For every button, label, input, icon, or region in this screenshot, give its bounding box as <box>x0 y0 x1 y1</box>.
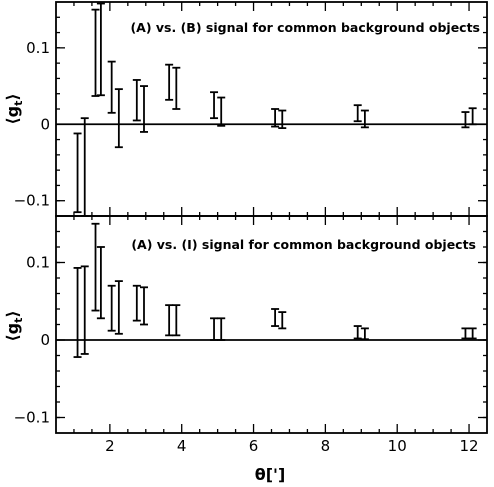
y-tick-label: 0.1 <box>26 254 50 272</box>
error-bar <box>278 109 287 130</box>
error-bar <box>217 317 226 341</box>
y-tick-label: −0.1 <box>14 192 50 210</box>
error-bars <box>73 2 477 217</box>
error-bar <box>217 96 226 127</box>
error-bar <box>468 327 477 340</box>
x-axis-label: θ['] <box>255 465 286 484</box>
error-bar <box>210 91 219 120</box>
error-bar <box>139 85 148 133</box>
error-bar <box>360 327 369 341</box>
error-bar <box>91 222 100 312</box>
error-bar <box>461 111 470 129</box>
panel-annotation: (A) vs. (B) signal for common background… <box>130 20 480 35</box>
y-tick-label: 0 <box>40 331 50 349</box>
y-tick-label: −0.1 <box>14 409 50 427</box>
y-tick-labels: −0.1 0 0.1 <box>14 254 50 427</box>
panel-bottom: −0.1 0 0.1 2 4 6 8 10 12 (A) vs. (I) signal for… <box>3 215 488 484</box>
error-bar <box>461 327 470 340</box>
error-bar <box>107 284 116 332</box>
error-bar <box>165 304 174 337</box>
error-bars <box>73 222 477 358</box>
error-bar <box>271 108 280 128</box>
error-bar <box>353 325 362 340</box>
y-tick-label: 0 <box>40 115 50 133</box>
error-bar <box>91 8 100 97</box>
error-bar <box>132 284 141 322</box>
error-bar <box>114 88 123 149</box>
error-bar <box>107 60 116 114</box>
x-tick-labels: 2 4 6 8 10 12 <box>105 437 478 455</box>
error-bar <box>278 311 287 330</box>
x-tick-label: 2 <box>105 437 115 455</box>
error-bar <box>96 2 105 97</box>
error-bar <box>353 104 362 123</box>
panel-top: −0.1 0 0.1 (A) vs. (B) signal for common b… <box>3 1 488 217</box>
error-bar <box>468 107 477 126</box>
error-bar <box>172 304 181 337</box>
error-bar <box>139 286 148 326</box>
y-tick-label: 0.1 <box>26 39 50 57</box>
error-bar <box>80 117 89 217</box>
error-bar <box>96 246 105 320</box>
error-bar <box>114 280 123 335</box>
y-axis-label: ⟨gt⟩ <box>3 310 25 341</box>
x-tick-label: 4 <box>177 437 187 455</box>
error-bar <box>73 132 82 214</box>
panel-annotation: (A) vs. (I) signal for common background… <box>131 237 476 252</box>
x-tick-label: 12 <box>459 437 478 455</box>
error-bar <box>73 267 82 358</box>
x-tick-label: 6 <box>249 437 259 455</box>
x-tick-label: 10 <box>388 437 407 455</box>
error-bar <box>80 265 89 355</box>
y-tick-labels: −0.1 0 0.1 <box>14 39 50 210</box>
error-bar <box>165 63 174 101</box>
error-bar <box>360 109 369 129</box>
y-axis-label: ⟨gt⟩ <box>3 93 25 124</box>
error-bar <box>210 317 219 341</box>
error-bar <box>271 308 280 327</box>
error-bar <box>132 79 141 122</box>
x-tick-label: 8 <box>321 437 331 455</box>
error-bar <box>172 66 181 110</box>
